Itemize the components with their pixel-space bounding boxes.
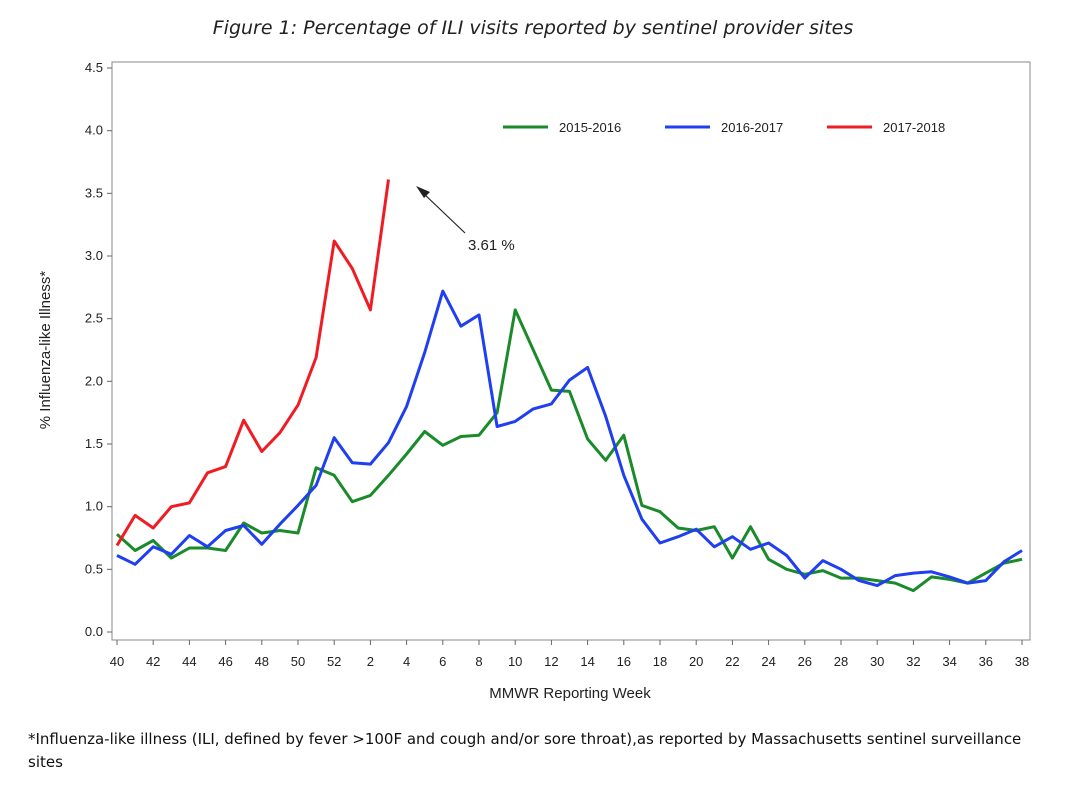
x-tick-label: 36 xyxy=(979,654,993,669)
footnote: *Influenza-like illness (ILI, defined by… xyxy=(28,730,1022,771)
x-tick-label: 12 xyxy=(544,654,558,669)
x-tick-label: 46 xyxy=(218,654,232,669)
x-axis-label: MMWR Reporting Week xyxy=(489,685,651,702)
series-line xyxy=(116,289,1023,588)
legend-label: 2016-2017 xyxy=(721,120,783,135)
x-tick-label: 42 xyxy=(146,654,160,669)
x-tick-label: 52 xyxy=(327,654,341,669)
x-tick-label: 38 xyxy=(1015,654,1029,669)
x-tick-label: 30 xyxy=(870,654,884,669)
x-tick-label: 32 xyxy=(906,654,920,669)
chart: Figure 1: Percentage of ILI visits repor… xyxy=(37,17,1031,702)
y-tick-label: 3.5 xyxy=(85,185,103,200)
y-tick-label: 1.0 xyxy=(85,499,103,514)
plot-frame xyxy=(111,61,1031,641)
y-axis-label: % Influenza-like Illness* xyxy=(37,271,54,430)
y-tick-label: 4.5 xyxy=(85,60,103,75)
x-tick-label: 6 xyxy=(439,654,446,669)
x-tick-label: 24 xyxy=(761,654,775,669)
y-tick-label: 2.0 xyxy=(85,373,103,388)
series-line xyxy=(115,179,390,547)
y-tick-label: 0.5 xyxy=(85,561,103,576)
x-tick-label: 26 xyxy=(798,654,812,669)
x-tick-label: 50 xyxy=(291,654,305,669)
x-tick-label: 8 xyxy=(475,654,482,669)
legend-label: 2017-2018 xyxy=(883,120,945,135)
y-tick-label: 0.0 xyxy=(85,624,103,639)
x-tick-label: 4 xyxy=(403,654,410,669)
y-tick-label: 3.0 xyxy=(85,248,103,263)
x-tick-label: 18 xyxy=(653,654,667,669)
y-tick-label: 1.5 xyxy=(85,436,103,451)
series-line xyxy=(115,308,1023,593)
arrow-head xyxy=(416,186,430,198)
x-tick-label: 44 xyxy=(182,654,196,669)
x-tick-label: 2 xyxy=(367,654,374,669)
annotation: 3.61 % xyxy=(468,237,515,254)
x-tick-label: 40 xyxy=(110,654,124,669)
legend-label: 2015-2016 xyxy=(559,120,621,135)
x-tick-label: 16 xyxy=(617,654,631,669)
x-tick-label: 10 xyxy=(508,654,522,669)
annotation-arrow xyxy=(421,191,466,234)
x-tick-label: 14 xyxy=(580,654,594,669)
y-tick-label: 2.5 xyxy=(85,311,103,326)
y-tick-label: 4.0 xyxy=(85,123,103,138)
x-tick-label: 22 xyxy=(725,654,739,669)
x-tick-label: 48 xyxy=(255,654,269,669)
x-tick-label: 28 xyxy=(834,654,848,669)
x-tick-label: 34 xyxy=(942,654,956,669)
x-tick-label: 20 xyxy=(689,654,703,669)
chart-title: Figure 1: Percentage of ILI visits repor… xyxy=(213,17,854,39)
